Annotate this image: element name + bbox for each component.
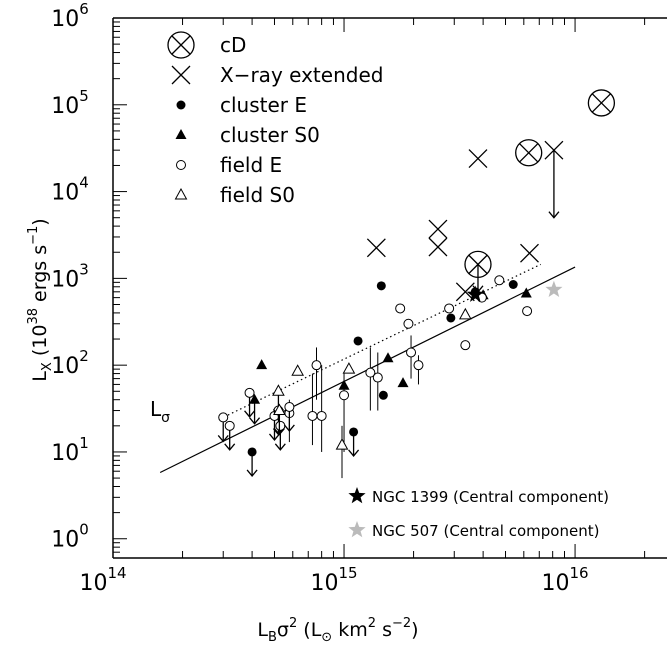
- l-sigma-label: Lσ: [150, 397, 170, 426]
- point-field-e: [284, 401, 295, 412]
- point-field-s0: [291, 364, 305, 376]
- point-x-ray-extended: [520, 243, 539, 263]
- x-tick-label: 1016: [542, 564, 589, 596]
- annotation-star: [348, 521, 366, 538]
- legend-label: field S0: [220, 183, 295, 207]
- point-field-s0: [458, 307, 472, 320]
- point-field-e: [395, 303, 406, 314]
- annotation-star: [348, 487, 366, 504]
- point-x-ray-extended: [428, 237, 448, 257]
- upper-limit-arrow: [268, 433, 280, 441]
- legend-label: field E: [220, 153, 282, 177]
- upper-limit-arrow: [217, 435, 229, 443]
- point-x-ray-extended: [428, 219, 448, 239]
- upper-limit-arrow: [274, 443, 286, 451]
- point-cd: [515, 139, 543, 167]
- point-x-ray-extended: [468, 149, 488, 169]
- legend-marker: [176, 160, 186, 170]
- annotation-label: NGC 507 (Central component): [372, 522, 599, 540]
- y-tick-label: 100: [51, 521, 89, 553]
- legend-marker: [176, 100, 186, 110]
- point-field-e: [522, 306, 533, 317]
- annotation-label: NGC 1399 (Central component): [372, 488, 609, 506]
- point-field-s0: [335, 438, 349, 450]
- point-field-e: [316, 410, 327, 421]
- legend: cD X−ray extended cluster E cluster S0 field…: [167, 31, 383, 207]
- point-field-e: [413, 360, 424, 371]
- legend-marker: [174, 187, 188, 200]
- l-sigma-line: [219, 263, 541, 420]
- y-tick-label: 106: [51, 0, 89, 32]
- point-cluster-s0: [520, 287, 532, 298]
- point-x-ray-extended: [366, 238, 386, 258]
- point-field-e: [460, 340, 471, 351]
- axes: 1014 1015 1016 100 101 102 103 104 105 106: [51, 0, 667, 596]
- annotations: NGC 1399 (Central component) NGC 507 (Cen…: [348, 487, 609, 540]
- y-tick-label: 105: [51, 87, 89, 119]
- x-tick-label: 1015: [310, 564, 357, 596]
- point-field-e: [365, 367, 376, 378]
- point-field-e: [403, 318, 414, 329]
- point-x-ray-extended: [544, 140, 564, 160]
- point-field-e: [372, 372, 383, 383]
- upper-limit-arrow: [249, 417, 261, 425]
- point-field-e: [218, 412, 229, 423]
- upper-limit-arrow: [283, 424, 295, 432]
- upper-limit-arrow: [246, 469, 258, 477]
- y-axis-label: LX (1038 ergs s−1): [26, 218, 55, 381]
- point-cluster-e: [376, 281, 386, 291]
- point-cluster-e: [446, 313, 456, 323]
- point-cd: [464, 250, 492, 279]
- star-507: [545, 280, 563, 297]
- point-field-s0: [342, 362, 356, 374]
- legend-marker: [171, 65, 191, 85]
- point-cluster-s0: [249, 393, 261, 404]
- point-field-e: [311, 360, 322, 371]
- legend-label: X−ray extended: [220, 63, 383, 87]
- point-field-e: [444, 303, 455, 314]
- x-tick-label: 1014: [79, 564, 126, 596]
- point-field-s0: [272, 384, 285, 396]
- point-cluster-e: [378, 390, 388, 400]
- legend-label: cluster S0: [220, 123, 320, 147]
- point-cluster-e: [247, 447, 257, 457]
- y-tick-label: 101: [51, 434, 89, 466]
- legend-marker: [175, 129, 187, 139]
- y-tick-label: 103: [51, 260, 89, 292]
- star-1399: [466, 285, 484, 302]
- upper-limit-arrow: [548, 211, 560, 219]
- upper-limit-arrow: [224, 443, 236, 451]
- point-cluster-e: [353, 336, 363, 346]
- point-cluster-s0: [397, 377, 409, 388]
- point-field-e: [339, 390, 350, 401]
- point-field-e: [494, 275, 505, 286]
- upper-limit-arrow: [273, 428, 285, 436]
- data-points: [217, 89, 616, 479]
- point-field-e: [307, 410, 318, 421]
- legend-marker: [167, 31, 195, 59]
- point-field-e: [406, 347, 417, 358]
- y-tick-label: 102: [51, 347, 89, 379]
- point-cd: [587, 89, 616, 117]
- point-field-e: [224, 420, 235, 431]
- upper-limit-arrow: [244, 410, 256, 418]
- point-cluster-s0: [382, 352, 394, 363]
- upper-limit-arrow: [348, 449, 360, 457]
- y-tick-label: 104: [51, 174, 89, 206]
- legend-label: cD: [220, 33, 246, 57]
- point-field-e: [244, 387, 255, 398]
- point-cluster-e: [508, 279, 518, 289]
- point-cluster-e: [349, 427, 359, 437]
- x-axis-label: LBσ2 (L⊙ km2 s−2): [257, 616, 418, 645]
- point-field-s0: [273, 403, 286, 416]
- point-cluster-s0: [256, 359, 268, 370]
- legend-label: cluster E: [220, 93, 307, 117]
